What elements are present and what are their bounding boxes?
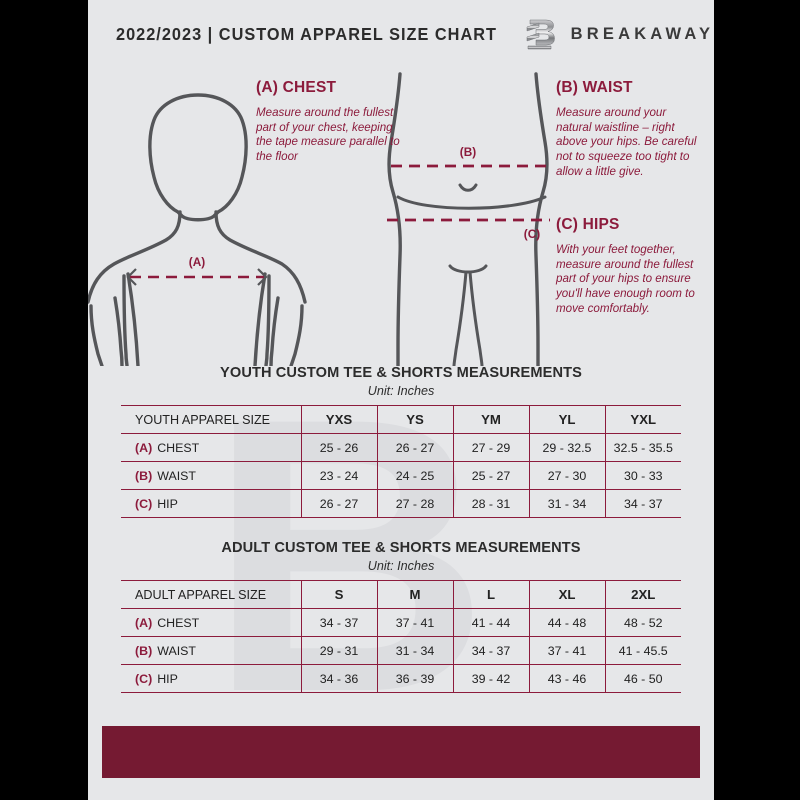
- youth-r2-c1: 27 - 28: [377, 489, 454, 518]
- brand-name: BREAKAWAY: [570, 24, 714, 43]
- youth-row-1-label: (B) WAIST: [121, 461, 302, 490]
- youth-r2-c3: 31 - 34: [529, 489, 606, 518]
- youth-table-unit: Unit: Inches: [367, 384, 435, 398]
- adult-header-label: ADULT APPAREL SIZE: [121, 580, 302, 609]
- measurement-illustrations: (A): [88, 66, 714, 366]
- adult-col-1: M: [377, 580, 454, 609]
- callout-hips-body: With your feet together, measure around …: [556, 243, 695, 315]
- callout-hips: (C) HIPS With your feet together, measur…: [556, 216, 702, 317]
- callout-chest-heading: (A) CHEST: [256, 79, 337, 96]
- youth-r0-c2: 27 - 29: [453, 433, 530, 462]
- table-row: (B) WAIST 23 - 24 24 - 25 25 - 27 27 - 30…: [121, 461, 681, 490]
- adult-r0-c0: 34 - 37: [301, 608, 378, 637]
- youth-r2-c0: 26 - 27: [301, 489, 378, 518]
- youth-r1-c1: 24 - 25: [377, 461, 454, 490]
- row-tag: (C): [135, 496, 153, 511]
- row-label: CHEST: [157, 440, 200, 455]
- adult-row-2-label: (C) HIP: [121, 664, 302, 693]
- adult-col-2: L: [453, 580, 530, 609]
- youth-r0-c3: 29 - 32.5: [529, 433, 606, 462]
- adult-col-4: 2XL: [605, 580, 681, 609]
- youth-row-2-label: (C) HIP: [121, 489, 302, 518]
- youth-r1-c0: 23 - 24: [301, 461, 378, 490]
- table-row: (A) CHEST 25 - 26 26 - 27 27 - 29 29 - 32…: [121, 433, 681, 462]
- callout-chest-body: Measure around the fullest part of your …: [256, 106, 400, 164]
- row-label: HIP: [157, 496, 178, 511]
- youth-col-3: YL: [529, 405, 606, 434]
- callout-chest: (A) CHEST Measure around the fullest par…: [256, 79, 406, 165]
- row-tag: (B): [135, 643, 153, 658]
- table-row: (C) HIP 26 - 27 27 - 28 28 - 31 31 - 34 3…: [121, 489, 681, 518]
- adult-measurements-section: ADULT CUSTOM TEE & SHORTS MEASUREMENTS U…: [88, 540, 714, 693]
- row-tag: (A): [135, 615, 153, 630]
- youth-col-4: YXL: [605, 405, 681, 434]
- youth-r1-c3: 27 - 30: [529, 461, 606, 490]
- youth-r2-c4: 34 - 37: [605, 489, 681, 518]
- youth-r0-c1: 26 - 27: [377, 433, 454, 462]
- callout-waist: (B) WAIST Measure around your natural wa…: [556, 79, 702, 180]
- youth-col-0: YXS: [301, 405, 378, 434]
- adult-r1-c0: 29 - 31: [301, 636, 378, 665]
- body-figures: (A): [88, 72, 550, 366]
- adult-r2-c3: 43 - 46: [529, 664, 606, 693]
- adult-r1-c4: 41 - 45.5: [605, 636, 681, 665]
- adult-table-unit: Unit: Inches: [367, 559, 435, 573]
- youth-r1-c2: 25 - 27: [453, 461, 530, 490]
- adult-r2-c0: 34 - 36: [301, 664, 378, 693]
- page-header: 2022/2023 | CUSTOM APPAREL SIZE CHART: [88, 0, 714, 68]
- adult-r0-c1: 37 - 41: [377, 608, 454, 637]
- table-row: (B) WAIST 29 - 31 31 - 34 34 - 37 37 - 41…: [121, 636, 681, 665]
- breakaway-b-monogram-icon: [526, 19, 555, 50]
- row-tag: (C): [135, 671, 153, 686]
- chest-measure-line: [126, 268, 268, 286]
- youth-col-1: YS: [377, 405, 454, 434]
- adult-r2-c2: 39 - 42: [453, 664, 530, 693]
- table-header-row: YOUTH APPAREL SIZE YXS YS YM YL YXL: [121, 405, 681, 434]
- callout-waist-heading: (B) WAIST: [556, 79, 633, 96]
- adult-row-1-label: (B) WAIST: [121, 636, 302, 665]
- callout-waist-body: Measure around your natural waistline – …: [556, 106, 697, 178]
- youth-size-table: YOUTH APPAREL SIZE YXS YS YM YL YXL (A) C…: [121, 405, 681, 518]
- row-tag: (B): [135, 468, 153, 483]
- row-label: CHEST: [157, 615, 200, 630]
- svg-text:(C): (C): [524, 227, 540, 241]
- row-label: WAIST: [157, 643, 196, 658]
- youth-row-0-label: (A) CHEST: [121, 433, 302, 462]
- adult-r0-c2: 41 - 44: [453, 608, 530, 637]
- adult-size-table: ADULT APPAREL SIZE S M L XL 2XL (A) CHEST…: [121, 580, 681, 693]
- svg-text:(B): (B): [460, 145, 476, 159]
- youth-measurements-section: YOUTH CUSTOM TEE & SHORTS MEASUREMENTS U…: [88, 365, 714, 518]
- table-row: (A) CHEST 34 - 37 37 - 41 41 - 44 44 - 48…: [121, 608, 681, 637]
- chart-sheet: B 2022/2023 | CUSTOM APPAREL SIZE CHART: [88, 0, 714, 800]
- adult-r2-c1: 36 - 39: [377, 664, 454, 693]
- row-label: HIP: [157, 671, 178, 686]
- row-tag: (A): [135, 440, 153, 455]
- row-label: WAIST: [157, 468, 196, 483]
- adult-col-0: S: [301, 580, 378, 609]
- adult-row-0-label: (A) CHEST: [121, 608, 302, 637]
- table-header-row: ADULT APPAREL SIZE S M L XL 2XL: [121, 580, 681, 609]
- adult-r1-c3: 37 - 41: [529, 636, 606, 665]
- youth-r2-c2: 28 - 31: [453, 489, 530, 518]
- callout-hips-heading: (C) HIPS: [556, 216, 620, 233]
- youth-r0-c4: 32.5 - 35.5: [605, 433, 681, 462]
- adult-r0-c4: 48 - 52: [605, 608, 681, 637]
- youth-header-label: YOUTH APPAREL SIZE: [121, 405, 302, 434]
- adult-r1-c2: 34 - 37: [453, 636, 530, 665]
- youth-r0-c0: 25 - 26: [301, 433, 378, 462]
- adult-r0-c3: 44 - 48: [529, 608, 606, 637]
- youth-table-title: YOUTH CUSTOM TEE & SHORTS MEASUREMENTS: [220, 365, 582, 381]
- youth-r1-c4: 30 - 33: [605, 461, 681, 490]
- youth-col-2: YM: [453, 405, 530, 434]
- footer-bar: [102, 726, 700, 778]
- adult-r2-c4: 46 - 50: [605, 664, 681, 693]
- table-row: (C) HIP 34 - 36 36 - 39 39 - 42 43 - 46 4…: [121, 664, 681, 693]
- adult-col-3: XL: [529, 580, 606, 609]
- adult-table-title: ADULT CUSTOM TEE & SHORTS MEASUREMENTS: [221, 540, 581, 556]
- brand-lockup: BREAKAWAY: [526, 17, 714, 51]
- svg-text:(A): (A): [189, 255, 205, 269]
- page-title: 2022/2023 | CUSTOM APPAREL SIZE CHART: [116, 23, 497, 44]
- adult-r1-c1: 31 - 34: [377, 636, 454, 665]
